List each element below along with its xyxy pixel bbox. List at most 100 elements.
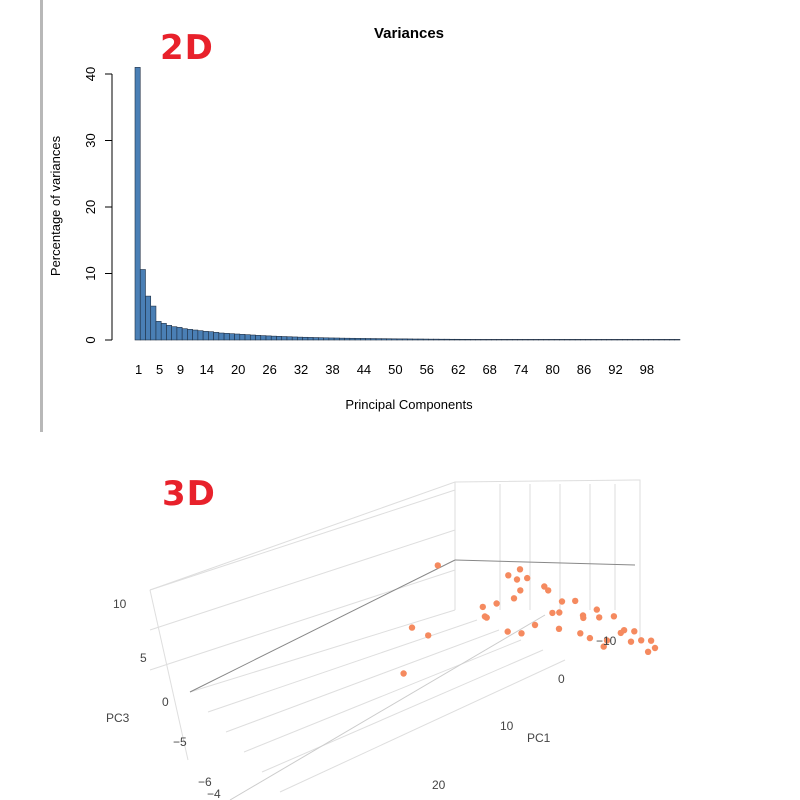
bar [181, 328, 188, 341]
scatter-point [518, 630, 525, 637]
scatter-point [577, 630, 584, 637]
bar [532, 339, 539, 341]
scatter-point [603, 637, 611, 644]
bar [333, 337, 340, 341]
scatter-point [617, 629, 624, 637]
bar [139, 269, 146, 341]
bar [622, 339, 628, 341]
bar [239, 334, 246, 341]
bar [407, 338, 414, 341]
bar [616, 339, 623, 341]
x-tick-label: 20 [231, 362, 245, 377]
scatter-point [638, 637, 645, 644]
bar [323, 337, 330, 341]
bar [192, 329, 199, 341]
pc3-tick-label: 10 [113, 597, 127, 611]
x-tick-label: 38 [325, 362, 339, 377]
bar [527, 339, 534, 341]
grid-line [243, 639, 522, 753]
scatter-point [479, 603, 486, 611]
bar [663, 339, 670, 341]
grid-line [149, 489, 456, 591]
bar [349, 337, 356, 341]
scatter-point [510, 595, 518, 602]
bar [302, 336, 309, 341]
bar [454, 338, 461, 341]
x-axis-ticks: 1 5 9 14 20 26 32 38 44 50 56 62 68 74 80 86 92 98 [135, 362, 654, 377]
bar [150, 305, 157, 341]
pc1-tick-label: 20 [432, 778, 446, 792]
scatter-point [631, 628, 638, 635]
axis-line [189, 559, 456, 693]
pc1-tick-label: 10 [500, 719, 514, 733]
pca-3d-scatter: PC1 PC3 10 5 0 −5 −10 0 10 20 −6−4 [106, 479, 659, 800]
bar [213, 332, 220, 341]
grid-line [279, 659, 566, 793]
pc3-tick-label: 0 [162, 695, 169, 709]
bar [134, 67, 141, 341]
bar [559, 339, 565, 341]
back-wall-outline [149, 479, 641, 640]
bar [160, 323, 167, 341]
bar [270, 335, 277, 341]
bar [522, 339, 529, 341]
bar [553, 339, 560, 341]
bar [401, 338, 408, 341]
pc2-tick-label: −6 [198, 775, 212, 789]
bar [171, 326, 178, 341]
bars [134, 67, 681, 341]
x-tick-label: 32 [294, 362, 308, 377]
x-tick-label: 9 [177, 362, 184, 377]
bar [281, 336, 288, 341]
bar [396, 338, 403, 341]
bar [412, 338, 419, 341]
grid-line [149, 529, 456, 631]
bar [475, 339, 482, 341]
x-tick-label: 1 [135, 362, 142, 377]
scatter-point [555, 625, 563, 632]
bar [438, 338, 445, 341]
grid-line [189, 609, 456, 693]
bar [291, 336, 298, 341]
bar [417, 338, 424, 341]
bar [637, 339, 644, 341]
bar [344, 337, 351, 341]
scatter-point [596, 614, 603, 621]
bar [491, 339, 497, 341]
scatter-point [558, 598, 566, 605]
scatter-point [504, 628, 511, 635]
scatter-point [481, 613, 489, 620]
x-tick-label: 44 [357, 362, 371, 377]
scatter-point [400, 670, 407, 677]
bar [611, 339, 618, 341]
bar [360, 338, 366, 341]
bar [428, 338, 434, 341]
bar [564, 339, 571, 341]
bar [595, 339, 602, 341]
bar [606, 339, 613, 341]
bar [380, 338, 387, 341]
bar [229, 333, 235, 341]
scatter-point [651, 644, 659, 652]
bar [234, 333, 241, 341]
bar [548, 339, 555, 341]
bar [480, 339, 487, 341]
bar [443, 338, 450, 341]
x-tick-label: 74 [514, 362, 528, 377]
x-tick-label: 68 [482, 362, 496, 377]
y-tick-label: 20 [83, 200, 98, 214]
y-tick-label: 30 [83, 133, 98, 147]
scatter-point [627, 638, 635, 645]
scatter-point [524, 574, 531, 582]
scatter-point [517, 587, 524, 594]
scatter-point [600, 643, 607, 650]
bar [166, 325, 172, 341]
chart-title: Variances [374, 25, 444, 42]
scatter-point [531, 621, 539, 629]
scatter-point [586, 634, 594, 642]
bar [328, 337, 335, 341]
bar [223, 333, 230, 341]
bar [574, 339, 581, 341]
grid-line [261, 649, 544, 773]
pc3-tick-label: −5 [173, 735, 187, 749]
